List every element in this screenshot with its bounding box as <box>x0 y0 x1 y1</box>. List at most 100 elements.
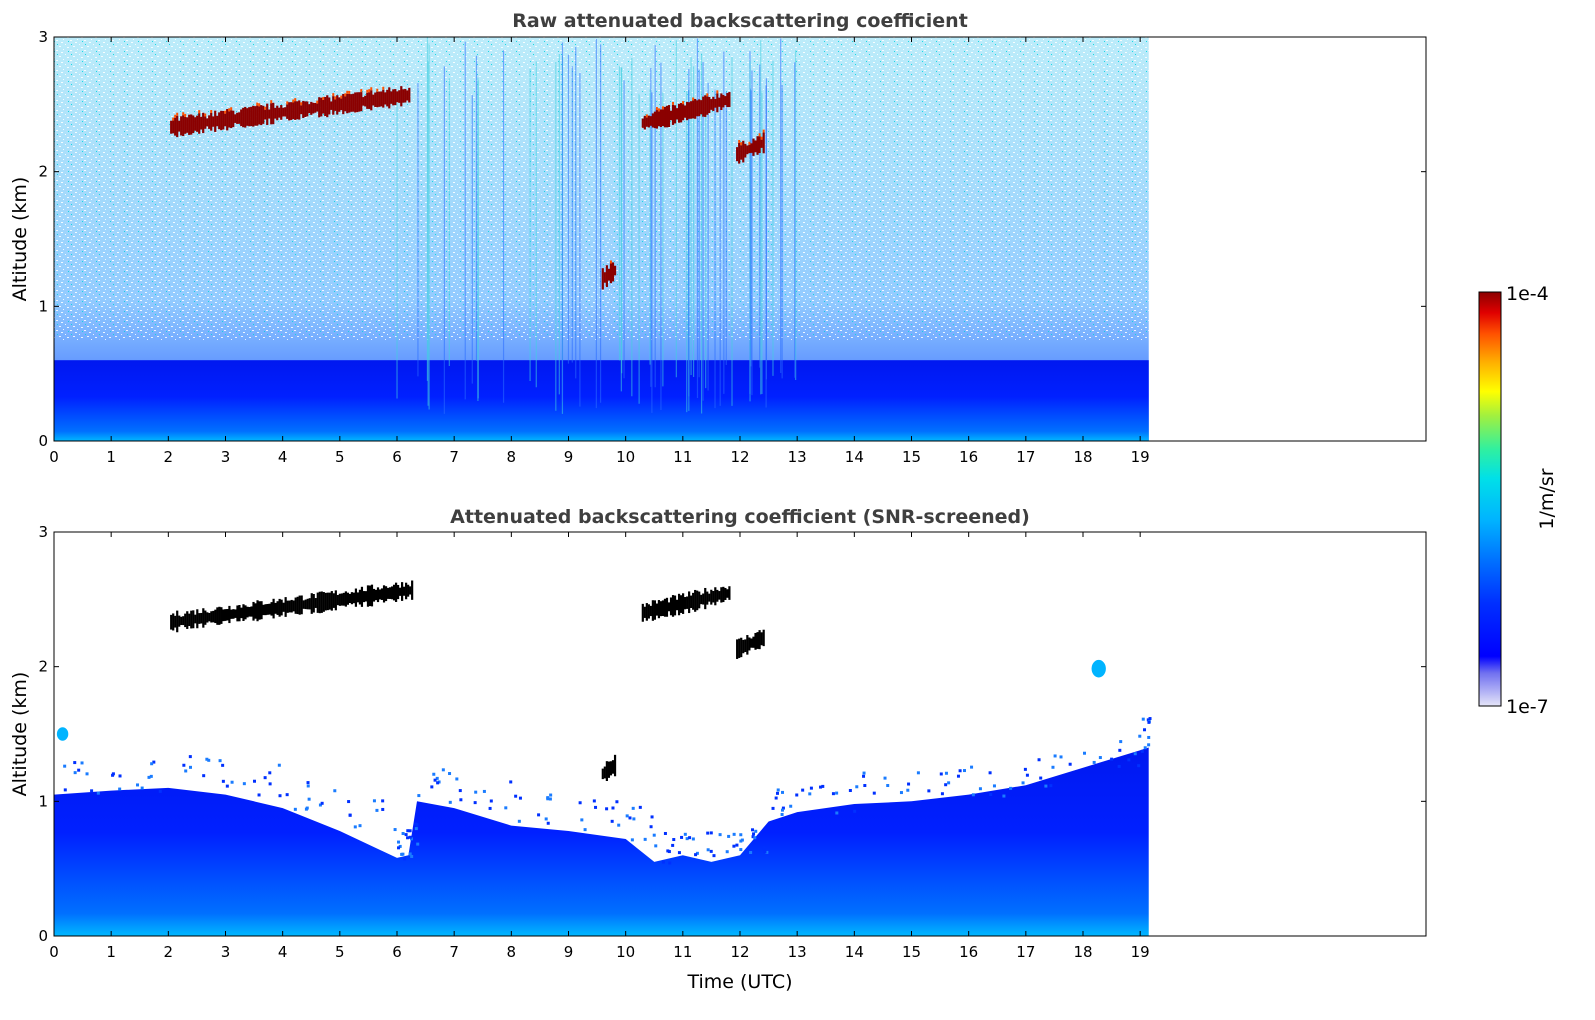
screened-speckle <box>546 796 550 800</box>
screened-speckle <box>514 794 518 798</box>
screened-speckle <box>277 763 281 767</box>
screened-speckle <box>184 769 188 773</box>
screened-speckle <box>150 762 154 766</box>
screened-speckle <box>1021 781 1025 785</box>
raw-noise-texture <box>54 37 1149 340</box>
x-tick-label: 15 <box>902 448 921 466</box>
screened-speckle <box>652 833 656 837</box>
screened-speckle <box>430 785 434 789</box>
x-tick-label: 14 <box>845 943 864 961</box>
aerosol-patch <box>1091 659 1106 678</box>
screened-speckle <box>1037 758 1041 762</box>
screened-speckle <box>149 774 153 778</box>
screened-speckle <box>989 793 993 797</box>
screened-speckle <box>667 850 671 854</box>
aerosol-patch <box>56 727 69 741</box>
screened-speckle <box>578 801 582 805</box>
screened-speckle <box>971 793 975 797</box>
screened-speckle <box>404 833 408 837</box>
screened-speckle <box>509 780 513 784</box>
screened-speckle <box>333 789 337 793</box>
panel-title-raw: Raw attenuated backscattering coefficien… <box>512 10 968 32</box>
screened-speckle <box>706 848 710 852</box>
screened-speckle <box>1117 764 1121 768</box>
x-tick-label: 6 <box>392 943 402 961</box>
screened-speckle <box>1119 740 1123 744</box>
raw-boundary-layer <box>54 360 1149 441</box>
x-tick-label: 7 <box>449 448 459 466</box>
screened-speckle <box>518 796 522 800</box>
screened-speckle <box>225 784 229 788</box>
screened-speckle <box>188 755 192 759</box>
colorbar-max-label: 1e-4 <box>1506 283 1549 305</box>
screened-speckle <box>712 854 716 858</box>
screened-speckle <box>63 788 67 792</box>
y-tick-label: 3 <box>38 28 48 46</box>
screened-speckle <box>1053 754 1057 758</box>
x-tick-label: 13 <box>788 943 807 961</box>
screened-speckle <box>592 799 596 803</box>
screened-speckle <box>544 817 548 821</box>
screened-speckle <box>152 760 156 764</box>
screened-speckle <box>899 791 903 795</box>
screened-speckle <box>643 837 647 841</box>
x-tick-label: 2 <box>164 943 174 961</box>
screened-speckle <box>549 793 553 797</box>
screened-speckle <box>780 808 784 812</box>
screened-speckle <box>436 781 440 785</box>
x-tick-label: 7 <box>449 943 459 961</box>
x-tick-label: 6 <box>392 448 402 466</box>
screened-speckle <box>504 806 508 810</box>
screened-speckle <box>285 793 289 797</box>
screened-speckle <box>789 804 793 808</box>
screened-speckle <box>751 835 755 839</box>
screened-speckle <box>654 844 658 848</box>
screened-speckle <box>1002 794 1006 798</box>
screened-speckle <box>537 813 541 817</box>
x-tick-label: 0 <box>49 943 59 961</box>
screened-speckle <box>739 833 743 837</box>
screened-speckle <box>353 825 357 829</box>
screened-speckle <box>831 792 835 796</box>
y-tick-label: 1 <box>38 792 48 810</box>
screened-speckle <box>372 799 376 803</box>
screened-speckle <box>158 789 162 793</box>
cloud-layer <box>601 260 617 290</box>
screened-speckle <box>548 797 552 801</box>
screened-speckle <box>671 843 675 847</box>
y-tick-label: 0 <box>38 927 48 945</box>
screened-speckle <box>90 789 94 793</box>
screened-speckle <box>725 850 729 854</box>
screened-speckle <box>1143 728 1147 732</box>
screened-speckle <box>408 829 412 833</box>
screened-speckle <box>706 831 710 835</box>
screened-speckle <box>546 821 550 825</box>
screened-speckle <box>632 817 636 821</box>
cloud-layer <box>736 629 765 659</box>
x-tick-label: 9 <box>564 943 574 961</box>
screened-speckle <box>381 807 385 811</box>
x-tick-label: 3 <box>221 448 231 466</box>
screened-speckle <box>848 789 852 793</box>
screened-speckle <box>73 761 77 765</box>
cloud-layer <box>170 580 414 633</box>
screened-speckle <box>188 765 192 769</box>
screened-speckle <box>739 848 743 852</box>
screened-speckle <box>1127 758 1131 762</box>
screened-speckle <box>718 833 722 837</box>
screened-speckle <box>947 781 951 785</box>
screened-speckle <box>1137 764 1141 768</box>
x-tick-label: 8 <box>507 448 517 466</box>
screened-speckle <box>358 824 362 828</box>
x-tick-label: 15 <box>902 943 921 961</box>
screened-speckle <box>1148 717 1152 721</box>
screened-speckle <box>853 809 857 813</box>
x-tick-label: 4 <box>278 943 288 961</box>
screened-speckle <box>406 829 410 833</box>
screened-speckle <box>221 779 225 783</box>
screened-speckle <box>85 772 89 776</box>
screened-speckle <box>118 787 122 791</box>
screened-speckle <box>780 812 784 816</box>
screened-speckle <box>927 789 931 793</box>
x-tick-label: 14 <box>845 448 864 466</box>
